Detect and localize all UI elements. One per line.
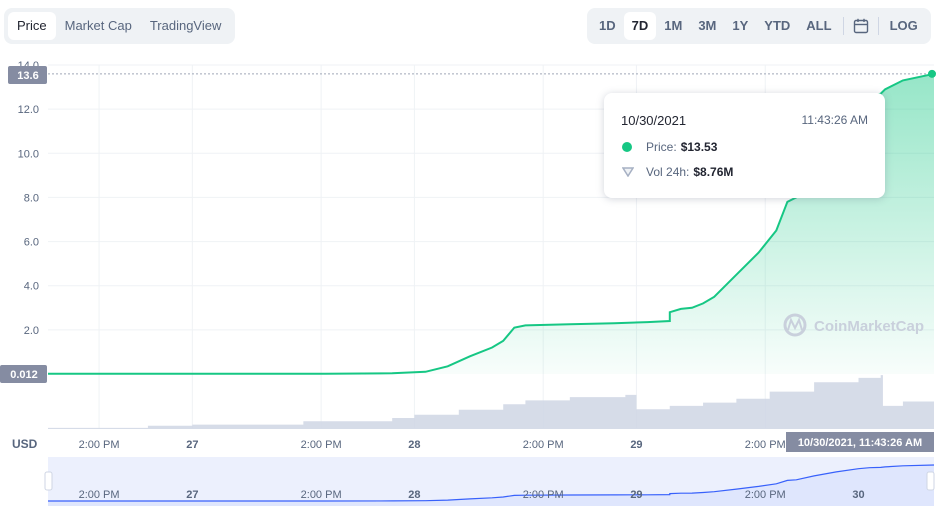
calendar-icon[interactable] (847, 12, 875, 40)
toolbar-divider (877, 17, 879, 35)
log-scale-button[interactable]: LOG (889, 18, 918, 33)
navigator[interactable]: 2:00 PM 27 2:00 PM 28 2:00 PM 29 2:00 PM 30 (44, 457, 935, 506)
y-tick-label: 8.0 (24, 192, 39, 204)
crosshair-time-label: 10/30/2021, 11:43:26 AM (798, 437, 922, 449)
tooltip-price-row: Price: $13.53 (622, 140, 717, 154)
navigator-axis: 2:00 PM 27 2:00 PM 28 2:00 PM 29 2:00 PM 30 (79, 489, 865, 501)
tab-market-cap[interactable]: Market Cap (64, 18, 132, 33)
toolbar-divider (842, 17, 844, 35)
x-tick-label: 2:00 PM (523, 439, 564, 451)
crosshair-time-badge (786, 432, 934, 452)
current-price-badge (8, 66, 47, 84)
x-tick-label: 2:00 PM (79, 439, 120, 451)
y-tick-label: 2.0 (24, 325, 39, 337)
range-1m-button[interactable]: 1M (664, 18, 683, 33)
tooltip-time: 11:43:26 AM (801, 113, 869, 127)
tooltip-price-label: Price: (646, 140, 677, 154)
navigator-tick-label: 28 (408, 489, 420, 501)
x-tick-label: 27 (186, 439, 198, 451)
navigator-left-handle[interactable] (44, 471, 53, 491)
x-tick-label: 29 (630, 439, 642, 451)
price-dot-icon (622, 142, 632, 152)
start-price-label: 0.012 (10, 369, 38, 381)
range-1d-button[interactable]: 1D (599, 18, 616, 33)
volume-bars (48, 375, 934, 429)
range-ytd-button[interactable]: YTD (764, 18, 791, 33)
tooltip-volume-value: $8.76M (693, 165, 734, 179)
y-tick-label: 6.0 (24, 237, 39, 249)
last-price-dot (928, 69, 936, 78)
volume-shield-icon (622, 167, 634, 177)
y-tick-label: 12.0 (18, 104, 39, 116)
chart-type-tabs: Price Market Cap TradingView (4, 8, 235, 44)
time-range-tabs: 1D 7D 1M 3M 1Y YTD ALL LOG (587, 8, 931, 44)
tab-tradingview[interactable]: TradingView (149, 18, 222, 33)
watermark-text: CoinMarketCap (814, 318, 924, 335)
currency-label: USD (12, 437, 38, 451)
navigator-tick-label: 27 (186, 489, 198, 501)
navigator-tick-label: 2:00 PM (523, 489, 564, 501)
y-axis: 14.012.010.08.06.04.02.0 (18, 60, 39, 337)
x-tick-label: 2:00 PM (745, 439, 786, 451)
start-price-badge (0, 365, 47, 383)
y-tick-label: 4.0 (24, 281, 39, 293)
tooltip-volume-row: Vol 24h: $8.76M (622, 165, 733, 179)
navigator-tick-label: 2:00 PM (745, 489, 786, 501)
current-price-label: 13.6 (17, 70, 38, 82)
navigator-tick-label: 2:00 PM (79, 489, 120, 501)
price-tooltip: 10/30/2021 11:43:26 AM Price: $13.53 Vol… (604, 93, 885, 198)
x-tick-label: 2:00 PM (301, 439, 342, 451)
navigator-tick-label: 30 (852, 489, 864, 501)
navigator-tick-label: 2:00 PM (301, 489, 342, 501)
navigator-area (48, 465, 934, 506)
volume-area (48, 375, 934, 429)
navigator-right-handle[interactable] (926, 471, 935, 491)
range-all-button[interactable]: ALL (806, 18, 832, 33)
tooltip-price-value: $13.53 (680, 140, 718, 154)
range-3m-button[interactable]: 3M (698, 18, 717, 33)
tooltip-volume-label: Vol 24h: (646, 165, 690, 179)
y-tick-label: 10.0 (18, 148, 39, 160)
tab-price[interactable]: Price (8, 12, 56, 40)
x-axis: 2:00 PM 27 2:00 PM 28 2:00 PM 29 2:00 PM (79, 439, 786, 451)
range-1y-button[interactable]: 1Y (732, 18, 749, 33)
x-tick-label: 28 (408, 439, 420, 451)
watermark: CoinMarketCap (783, 313, 924, 337)
navigator-tick-label: 29 (630, 489, 642, 501)
tooltip-date: 10/30/2021 (621, 113, 687, 128)
navigator-line (48, 464, 935, 502)
range-7d-button[interactable]: 7D (623, 12, 657, 40)
